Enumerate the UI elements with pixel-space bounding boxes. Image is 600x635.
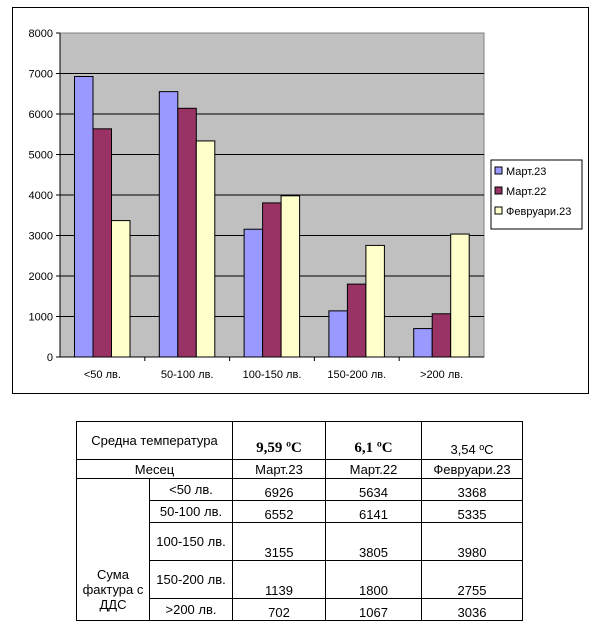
data-table: Средна температура 9,59 ºC 6,1 ºC 3,54 º… (76, 421, 523, 621)
x-tick-label: 150-200 лв. (327, 369, 386, 381)
y-tick-label: 0 (47, 352, 53, 364)
y-tick-label: 1000 (29, 312, 53, 324)
group-label: Сума фактура с ДДС (76, 478, 150, 621)
bar (243, 228, 264, 358)
table-cell: 5335 (421, 500, 523, 523)
bar (413, 328, 433, 358)
range-label: >200 лв. (149, 598, 233, 621)
month-header: Март.22 (325, 459, 422, 479)
legend-label: Февруари.23 (506, 206, 571, 218)
y-tick-label: 7000 (29, 69, 53, 81)
table-row: 100-150 лв. 3155 3805 3980 (77, 522, 523, 561)
bar (431, 313, 452, 358)
bar (158, 91, 179, 358)
table-row: 150-200 лв. 1139 1800 2755 (77, 560, 523, 599)
bar-chart: 0 1000 2000 3000 4000 5000 6000 7000 8000 <50 лв.… (29, 28, 583, 381)
month-row: Месец Март.23 Март.22 Февруари.23 (76, 459, 523, 479)
legend-label: Март.23 (506, 166, 546, 178)
x-tick-label: >200 лв. (420, 369, 463, 381)
table-row: Сума фактура с ДДС <50 лв. 6926 5634 336… (76, 478, 523, 621)
legend-swatch (494, 166, 503, 175)
table-cell: 3805 (325, 522, 422, 561)
bar (195, 140, 216, 358)
table-cell: 1067 (325, 598, 422, 621)
temperature-value: 6,1 ºC (325, 421, 422, 460)
y-tick-label: 5000 (29, 150, 53, 162)
bar (74, 75, 94, 358)
range-label: <50 лв. (149, 478, 233, 501)
y-tick-label: 6000 (29, 109, 53, 121)
range-label: 150-200 лв. (149, 560, 233, 599)
legend-swatch (494, 206, 503, 215)
y-tick-label: 2000 (29, 271, 53, 283)
legend-swatch (494, 186, 503, 195)
table-cell: 3980 (421, 522, 523, 561)
legend (490, 159, 583, 230)
temperature-value: 9,59 ºC (232, 421, 326, 460)
temperature-value: 3,54 ºC (421, 421, 523, 460)
temperature-label: Средна температура (76, 421, 233, 460)
table-cell: 3036 (421, 598, 523, 621)
table-cell: 3368 (421, 478, 523, 501)
legend-label: Март.22 (506, 186, 546, 198)
y-tick-label: 8000 (29, 28, 53, 40)
table-cell: 3155 (232, 522, 326, 561)
bar (177, 107, 197, 358)
table-cell: 6141 (325, 500, 422, 523)
bar (111, 220, 131, 358)
bar (92, 128, 112, 358)
table-row: >200 лв. 702 1067 3036 (77, 598, 523, 621)
chart-frame: 0 1000 2000 3000 4000 5000 6000 7000 8000 <50 лв.… (12, 7, 589, 394)
bar (328, 310, 348, 358)
month-label: Месец (76, 459, 233, 479)
x-tick-label: <50 лв. (84, 369, 121, 381)
table-cell: 702 (232, 598, 326, 621)
x-tick-label: 50-100 лв. (161, 369, 214, 381)
y-tick-label: 3000 (29, 231, 53, 243)
table-cell: 6552 (232, 500, 326, 523)
bar (262, 202, 282, 358)
table-cell: 5634 (325, 478, 422, 501)
y-tick-label: 4000 (29, 190, 53, 202)
bar (346, 283, 367, 358)
range-label: 100-150 лв. (149, 522, 233, 561)
month-header: Март.23 (232, 459, 326, 479)
bar (450, 233, 470, 358)
temperature-row: Средна температура 9,59 ºC 6,1 ºC 3,54 º… (76, 421, 523, 460)
range-label: 50-100 лв. (149, 500, 233, 523)
table-cell: 1800 (325, 560, 422, 599)
table-cell: 1139 (232, 560, 326, 599)
table-cell: 6926 (232, 478, 326, 501)
x-tick-label: 100-150 лв. (243, 369, 302, 381)
table-cell: 2755 (421, 560, 523, 599)
bar (280, 195, 301, 358)
month-header: Февруари.23 (421, 459, 523, 479)
bar (365, 244, 385, 358)
